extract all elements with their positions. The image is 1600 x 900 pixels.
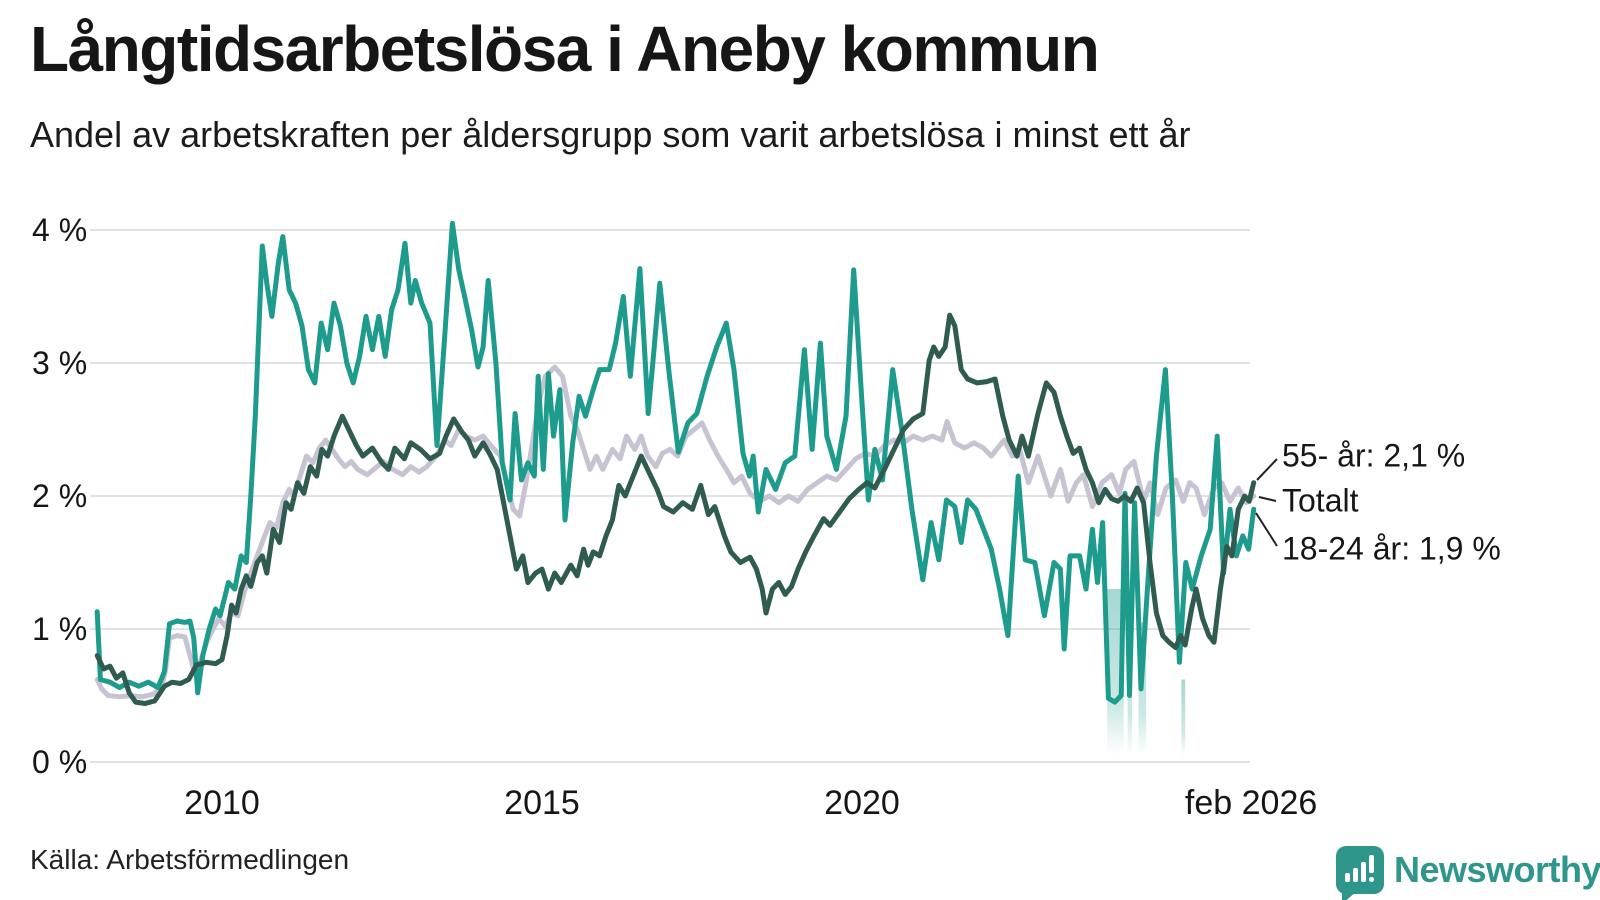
low-value-band — [1107, 589, 1124, 756]
y-tick-label: 2 % — [32, 477, 88, 514]
speech-bubble-tail — [1342, 891, 1357, 900]
x-tick-label: 2015 — [504, 784, 580, 822]
newsworthy-wordmark: Newsworthy — [1394, 849, 1600, 890]
annotation-18-24-år: 18-24 år: 1,9 % — [1282, 530, 1501, 567]
annotation-leader-line — [1255, 512, 1278, 547]
y-tick-label: 0 % — [32, 743, 88, 780]
annotation-leader-line — [1256, 458, 1278, 481]
x-tick-label: feb 2026 — [1184, 784, 1318, 822]
annotation-55--år: 55- år: 2,1 % — [1282, 437, 1466, 474]
annotation-totalt: Totalt — [1282, 482, 1359, 519]
low-value-band — [1181, 679, 1186, 756]
x-tick-label: 2010 — [184, 784, 260, 822]
annotation-leader-line — [1258, 496, 1277, 502]
line-totalt — [94, 364, 1257, 700]
y-tick-label: 3 % — [32, 344, 88, 381]
exclamation-glyph — [1369, 855, 1374, 873]
exclamation-dot — [1369, 877, 1374, 882]
page-title: Långtidsarbetslösa i Aneby kommun — [30, 13, 1100, 85]
line-18-24-år — [94, 220, 1257, 705]
y-tick-label: 1 % — [32, 610, 88, 647]
line-55--år — [94, 312, 1257, 706]
bar-chart-glyph — [1353, 868, 1358, 882]
source-note: Källa: Arbetsförmedlingen — [30, 844, 350, 875]
x-tick-label: 2020 — [824, 784, 900, 822]
newsworthy-logo-icon — [1336, 846, 1384, 900]
bar-chart-glyph — [1361, 862, 1366, 882]
bar-chart-glyph — [1345, 873, 1350, 882]
y-tick-label: 4 % — [32, 211, 88, 248]
chart-subtitle: Andel av arbetskraften per åldersgrupp s… — [30, 114, 1191, 155]
newsworthy-branding: Newsworthy — [1336, 846, 1600, 900]
